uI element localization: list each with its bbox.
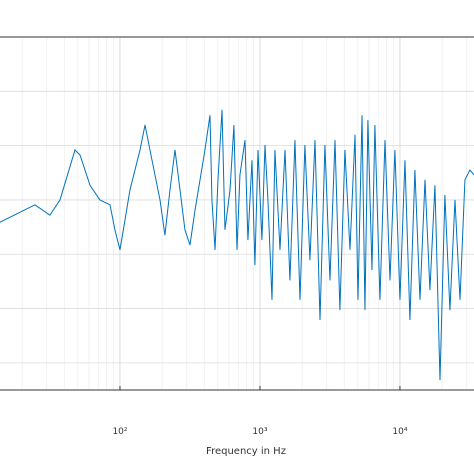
x-tick-label: 10² — [112, 427, 127, 437]
data-line — [0, 109, 474, 381]
x-tick-label: 10³ — [252, 427, 267, 437]
x-tick-label: 10⁴ — [392, 427, 407, 437]
plot-frame — [0, 36, 474, 391]
x-axis-label: Frequency in Hz — [206, 446, 286, 457]
